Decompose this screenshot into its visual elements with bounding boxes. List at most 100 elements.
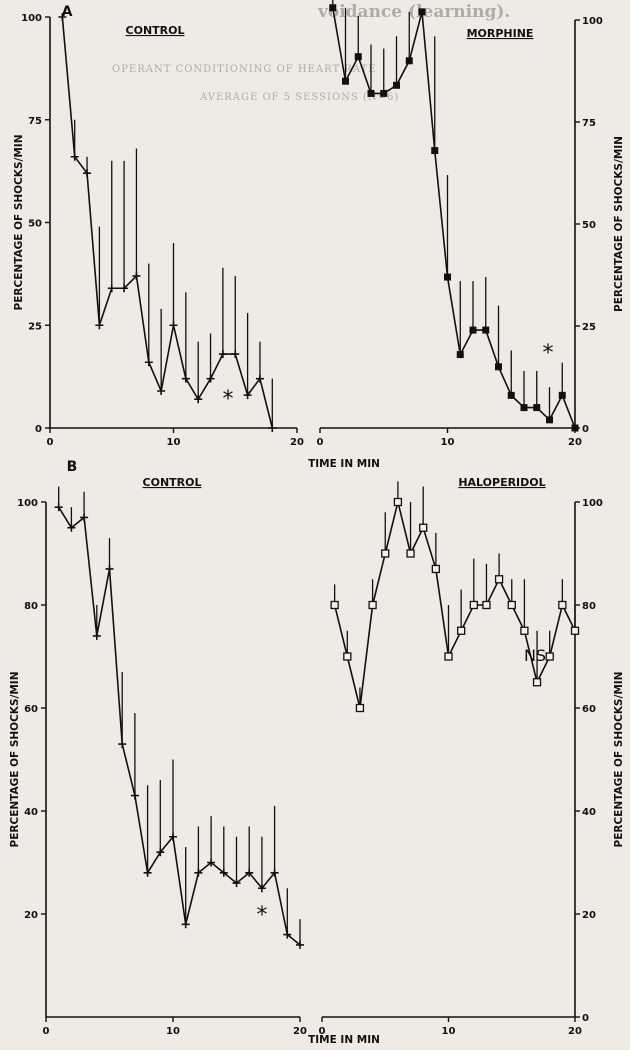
data-point — [367, 89, 375, 97]
y-axis-label: PERCENTAGE OF SHOCKS/MIN — [613, 136, 625, 312]
series-line — [61, 16, 274, 429]
data-point — [232, 879, 241, 888]
chart-title: HALOPERIDOL — [458, 476, 545, 489]
data-point — [520, 626, 529, 635]
data-point — [80, 513, 89, 522]
data-point — [494, 575, 504, 584]
data-point — [431, 564, 441, 574]
x-tick-label: 20 — [290, 437, 304, 448]
data-point — [283, 930, 292, 939]
data-point — [570, 626, 580, 635]
data-point — [368, 600, 377, 610]
data-point — [257, 884, 266, 893]
data-point — [393, 81, 400, 89]
x-tick-label: 0 — [317, 437, 324, 448]
y-tick-label: 40 — [24, 807, 38, 818]
data-point — [380, 89, 388, 97]
data-point — [243, 391, 252, 400]
y-tick-label: 40 — [582, 807, 596, 818]
data-point — [181, 920, 190, 929]
y-axis-label: PERCENTAGE OF SHOCKS/MIN — [9, 672, 21, 848]
data-point — [545, 652, 554, 661]
data-point — [54, 503, 63, 512]
panel-label: A — [62, 4, 73, 20]
y-tick-label: 0 — [35, 424, 42, 435]
data-point — [95, 321, 104, 330]
data-point — [444, 273, 451, 281]
data-point — [342, 77, 349, 85]
x-tick-label: 0 — [43, 1026, 50, 1037]
chart-a-left: 0 10 20 0 25 50 75 100 PERCENTAGE OF SHOCKS/MIN C… — [13, 4, 304, 448]
data-point — [495, 363, 502, 371]
data-point — [58, 13, 67, 21]
data-point — [143, 868, 152, 877]
data-point — [181, 374, 190, 383]
y-tick-label: 0 — [582, 424, 589, 435]
data-point — [532, 678, 542, 687]
data-point — [219, 868, 228, 877]
data-point — [130, 791, 139, 800]
caption-line-1: OPERANT CONDITIONING OF HEART RATE — [112, 64, 377, 75]
data-point — [231, 350, 240, 359]
y-axis-label: PERCENTAGE OF SHOCKS/MIN — [13, 135, 25, 311]
data-point — [571, 424, 579, 432]
data-point — [70, 152, 79, 161]
data-point — [118, 740, 127, 749]
data-point — [270, 868, 279, 877]
x-tick-label: 20 — [293, 1026, 307, 1037]
data-point — [355, 703, 365, 713]
data-point — [144, 358, 153, 367]
data-point — [194, 395, 203, 404]
caption-line-2: AVERAGE OF 5 SESSIONS (N=6) — [200, 92, 400, 103]
data-point — [329, 4, 337, 12]
y-tick-label: 60 — [24, 704, 38, 715]
data-point — [381, 549, 390, 558]
x-tick-label: 10 — [166, 1026, 180, 1037]
data-point — [207, 858, 216, 867]
data-point — [507, 600, 516, 610]
data-point — [354, 53, 362, 61]
y-tick-label: 60 — [582, 704, 596, 715]
data-point — [444, 652, 453, 661]
y-tick-label: 100 — [582, 16, 603, 27]
data-point — [218, 350, 227, 359]
x-tick-label: 0 — [47, 437, 54, 448]
y-tick-label: 100 — [21, 13, 42, 24]
series-line — [58, 506, 301, 946]
panel-label: B — [67, 459, 78, 475]
data-point — [157, 387, 166, 396]
data-point — [482, 326, 490, 334]
y-tick-label: 80 — [582, 601, 596, 612]
data-point — [469, 600, 478, 610]
data-point — [206, 374, 215, 383]
y-tick-label: 50 — [28, 219, 42, 230]
x-tick-label: 20 — [568, 437, 582, 448]
data-point — [194, 868, 203, 877]
data-point — [268, 424, 277, 432]
data-point — [419, 523, 428, 532]
data-point — [92, 631, 101, 640]
x-axis-label-a: TIME IN MIN — [308, 458, 380, 470]
data-point — [67, 523, 76, 532]
y-tick-label: 75 — [28, 116, 42, 127]
significance-mark: * — [223, 387, 234, 412]
significance-mark: * — [257, 903, 268, 928]
y-tick-label: 75 — [582, 118, 596, 129]
data-point — [482, 600, 491, 610]
data-point — [456, 626, 466, 635]
data-point — [330, 600, 339, 610]
x-tick-label: 10 — [441, 437, 455, 448]
x-tick-label: 0 — [319, 1026, 326, 1037]
data-point — [469, 326, 477, 334]
data-point — [245, 868, 254, 877]
x-axis-label-b: TIME IN MIN — [308, 1034, 380, 1046]
significance-mark: * — [543, 341, 554, 366]
x-tick-label: 10 — [442, 1026, 456, 1037]
data-point — [156, 848, 165, 857]
data-point — [132, 271, 141, 280]
data-point — [406, 549, 415, 558]
data-point — [169, 321, 178, 330]
y-axis-label: PERCENTAGE OF SHOCKS/MIN — [613, 672, 625, 848]
